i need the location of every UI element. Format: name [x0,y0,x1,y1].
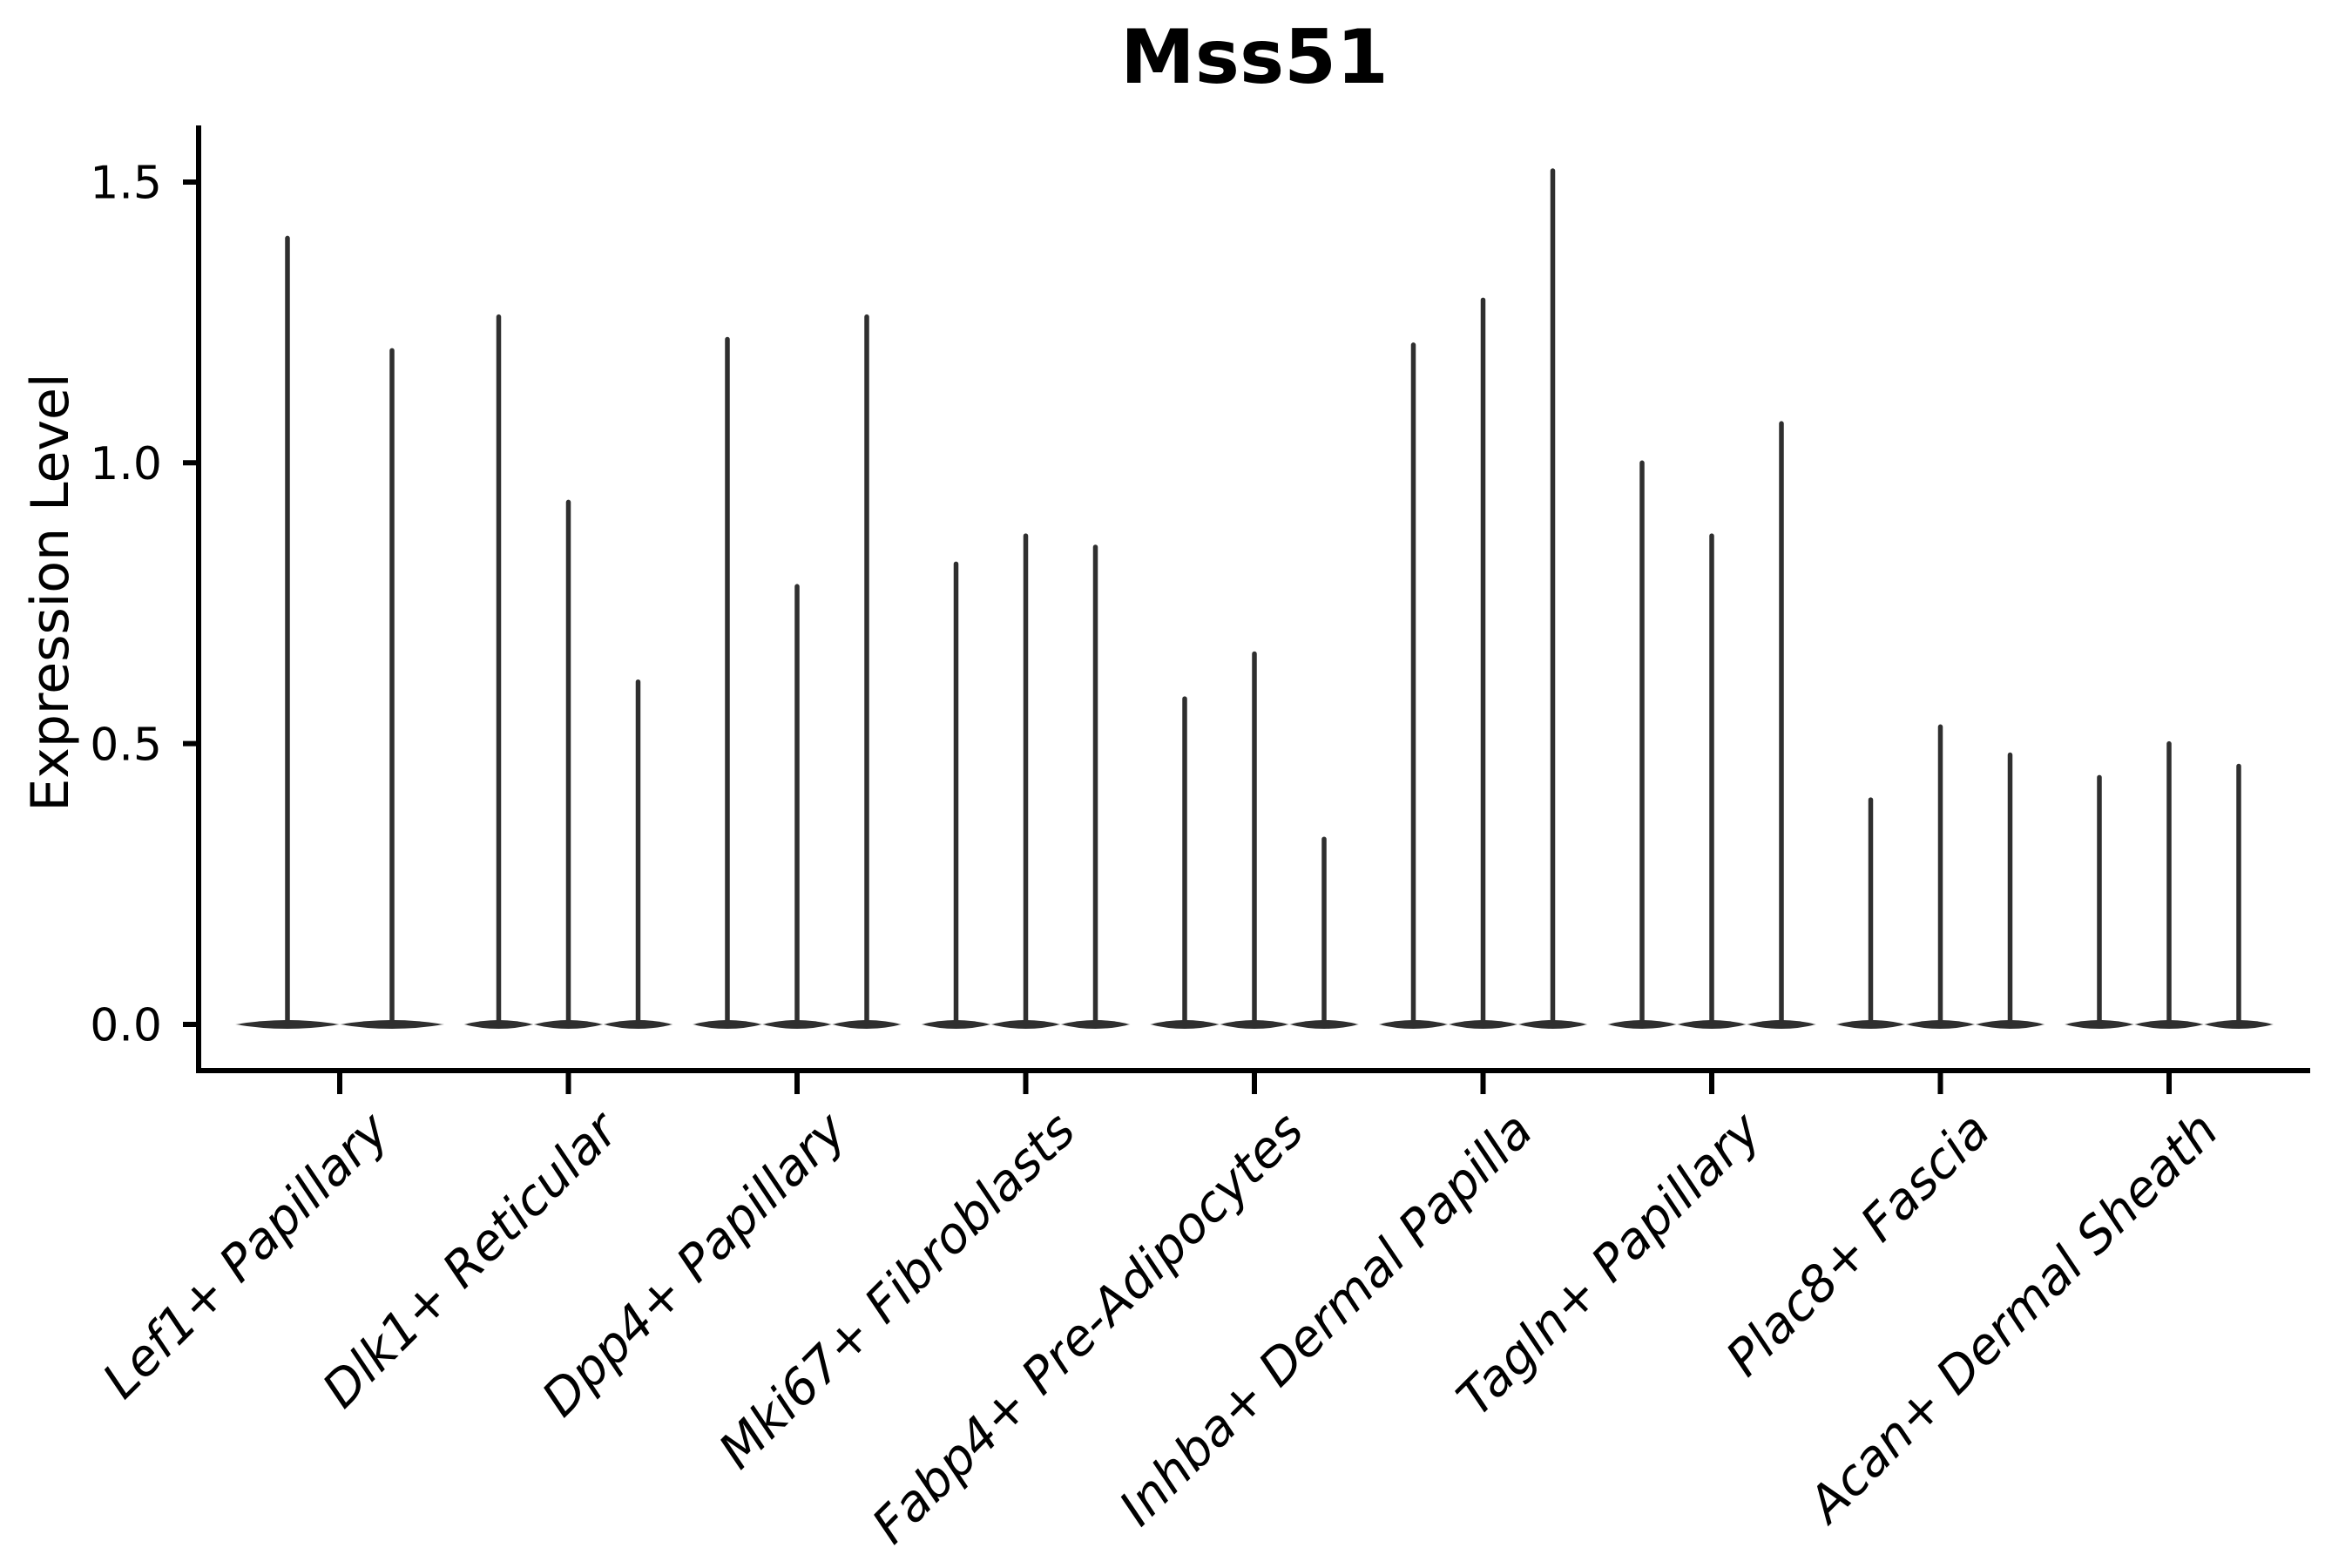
violin-base [921,1020,991,1029]
violin-base [990,1020,1061,1029]
violin-base [693,1020,762,1029]
plot-title: Mss51 [1120,14,1389,101]
violin-base [1607,1020,1677,1029]
y-tick-label: 1.5 [90,158,162,210]
violin-base [1835,1020,1906,1029]
violin-base [1517,1020,1588,1029]
violin-base [1060,1020,1131,1029]
violin-base [2204,1020,2274,1029]
violin-base [1448,1020,1518,1029]
violin-base [832,1020,902,1029]
violin-base [340,1020,444,1029]
violin-base [603,1020,673,1029]
violin-base [1905,1020,1976,1029]
violin-base [463,1020,534,1029]
violin-base [1220,1020,1289,1029]
violin-base [1677,1020,1747,1029]
violin-base [235,1020,340,1029]
violin-base [2134,1020,2204,1029]
violin-base [533,1020,604,1029]
violin-base [1378,1020,1449,1029]
violin-base [1150,1020,1220,1029]
violin-base [2065,1020,2134,1029]
violin-base [1747,1020,1816,1029]
y-tick-label: 0.0 [90,1000,162,1052]
violin-base [1975,1020,2045,1029]
violin-base [1289,1020,1359,1029]
y-tick-label: 0.5 [90,719,162,771]
violin-base [762,1020,832,1029]
y-tick-label: 1.0 [90,438,162,490]
